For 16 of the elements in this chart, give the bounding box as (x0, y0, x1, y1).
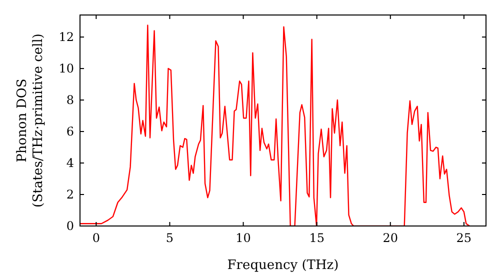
y-tick-label: 8 (66, 93, 74, 108)
x-tick-label: 15 (309, 231, 324, 245)
x-tick-label: 25 (456, 231, 472, 245)
line-series (80, 24, 470, 226)
x-tick-label: 10 (236, 231, 251, 245)
x-axis-title: Frequency (THz) (227, 258, 339, 273)
y-tick-label: 6 (66, 124, 74, 139)
x-tick-label: 20 (382, 231, 398, 245)
y-tick-label: 0 (66, 219, 74, 233)
y-tick-label: 12 (58, 30, 74, 44)
y-tick-label: 10 (58, 62, 74, 76)
x-tick-label: 0 (92, 231, 100, 245)
y-tick-label: 2 (66, 188, 74, 202)
x-tick-label: 5 (166, 231, 174, 245)
y-axis-title: Phonon DOS (States/THz·primitive cell) (15, 33, 46, 208)
y-tick-label: 4 (66, 156, 74, 170)
